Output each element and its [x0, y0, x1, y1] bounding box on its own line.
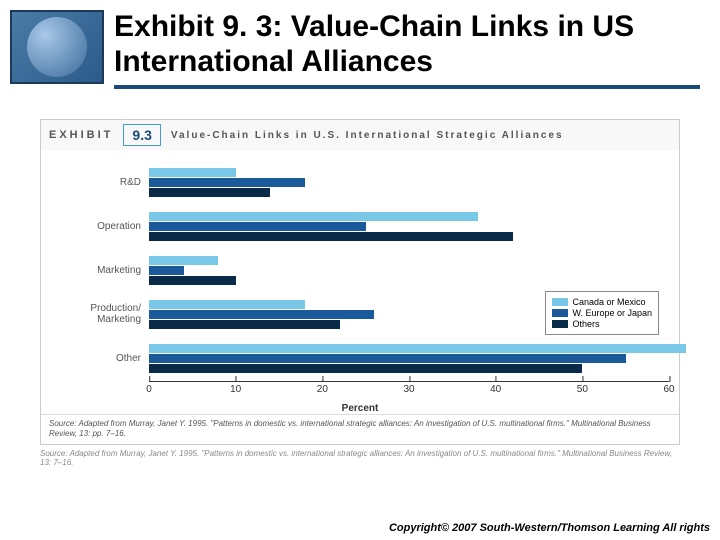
bar [149, 320, 340, 329]
bar [149, 344, 686, 353]
y-label: Other [51, 336, 141, 380]
legend-item: Others [552, 319, 652, 329]
slide-header: Exhibit 9. 3: Value-Chain Links in US In… [0, 0, 720, 89]
bar [149, 178, 305, 187]
bar [149, 354, 626, 363]
bar [149, 256, 218, 265]
legend-label: Canada or Mexico [572, 297, 645, 307]
legend-swatch [552, 309, 568, 317]
slide: Exhibit 9. 3: Value-Chain Links in US In… [0, 0, 720, 540]
legend-swatch [552, 320, 568, 328]
exhibit-number: 9.3 [123, 124, 160, 146]
bar [149, 300, 305, 309]
x-axis: 0102030405060 [149, 381, 669, 382]
x-tick: 20 [317, 384, 328, 395]
chart-source-note: Source: Adapted from Murray, Janet Y. 19… [41, 414, 679, 444]
bar [149, 232, 513, 241]
bar [149, 266, 184, 275]
chart-body: R&DOperationMarketingProduction/ Marketi… [41, 150, 679, 385]
bar [149, 222, 366, 231]
exhibit-header: EXHIBIT 9.3 Value-Chain Links in U.S. In… [41, 120, 679, 150]
bar-group [149, 248, 669, 292]
title-underline [114, 85, 700, 89]
x-tick: 10 [230, 384, 241, 395]
bar-group [149, 204, 669, 248]
exhibit-label: EXHIBIT [49, 129, 113, 141]
y-label: R&D [51, 160, 141, 204]
y-label: Marketing [51, 248, 141, 292]
x-tick: 40 [490, 384, 501, 395]
chart-container: EXHIBIT 9.3 Value-Chain Links in U.S. In… [40, 119, 680, 445]
plot-area: 0102030405060 [149, 160, 669, 380]
slide-title: Exhibit 9. 3: Value-Chain Links in US In… [114, 10, 700, 79]
x-tick: 50 [577, 384, 588, 395]
copyright-text: Copyright© 2007 South-Western/Thomson Le… [389, 522, 710, 534]
bar [149, 168, 236, 177]
bar-group [149, 336, 669, 380]
bar [149, 276, 236, 285]
bottom-source-note: Source: Adapted from Murray, Janet Y. 19… [40, 449, 680, 467]
legend-item: Canada or Mexico [552, 297, 652, 307]
x-tick: 60 [663, 384, 674, 395]
legend-swatch [552, 298, 568, 306]
bar-group [149, 160, 669, 204]
title-block: Exhibit 9. 3: Value-Chain Links in US In… [114, 10, 700, 89]
legend-label: Others [572, 319, 599, 329]
bar [149, 364, 582, 373]
globe-icon [10, 10, 104, 84]
x-axis-label: Percent [41, 403, 679, 414]
bar [149, 188, 270, 197]
y-label: Operation [51, 204, 141, 248]
legend-item: W. Europe or Japan [552, 308, 652, 318]
exhibit-title: Value-Chain Links in U.S. International … [171, 130, 564, 141]
legend: Canada or MexicoW. Europe or JapanOthers [545, 291, 659, 335]
bar [149, 310, 374, 319]
y-label: Production/ Marketing [51, 292, 141, 336]
x-tick: 30 [403, 384, 414, 395]
x-tick: 0 [146, 384, 152, 395]
bar [149, 212, 478, 221]
y-axis-labels: R&DOperationMarketingProduction/ Marketi… [51, 160, 149, 380]
legend-label: W. Europe or Japan [572, 308, 652, 318]
